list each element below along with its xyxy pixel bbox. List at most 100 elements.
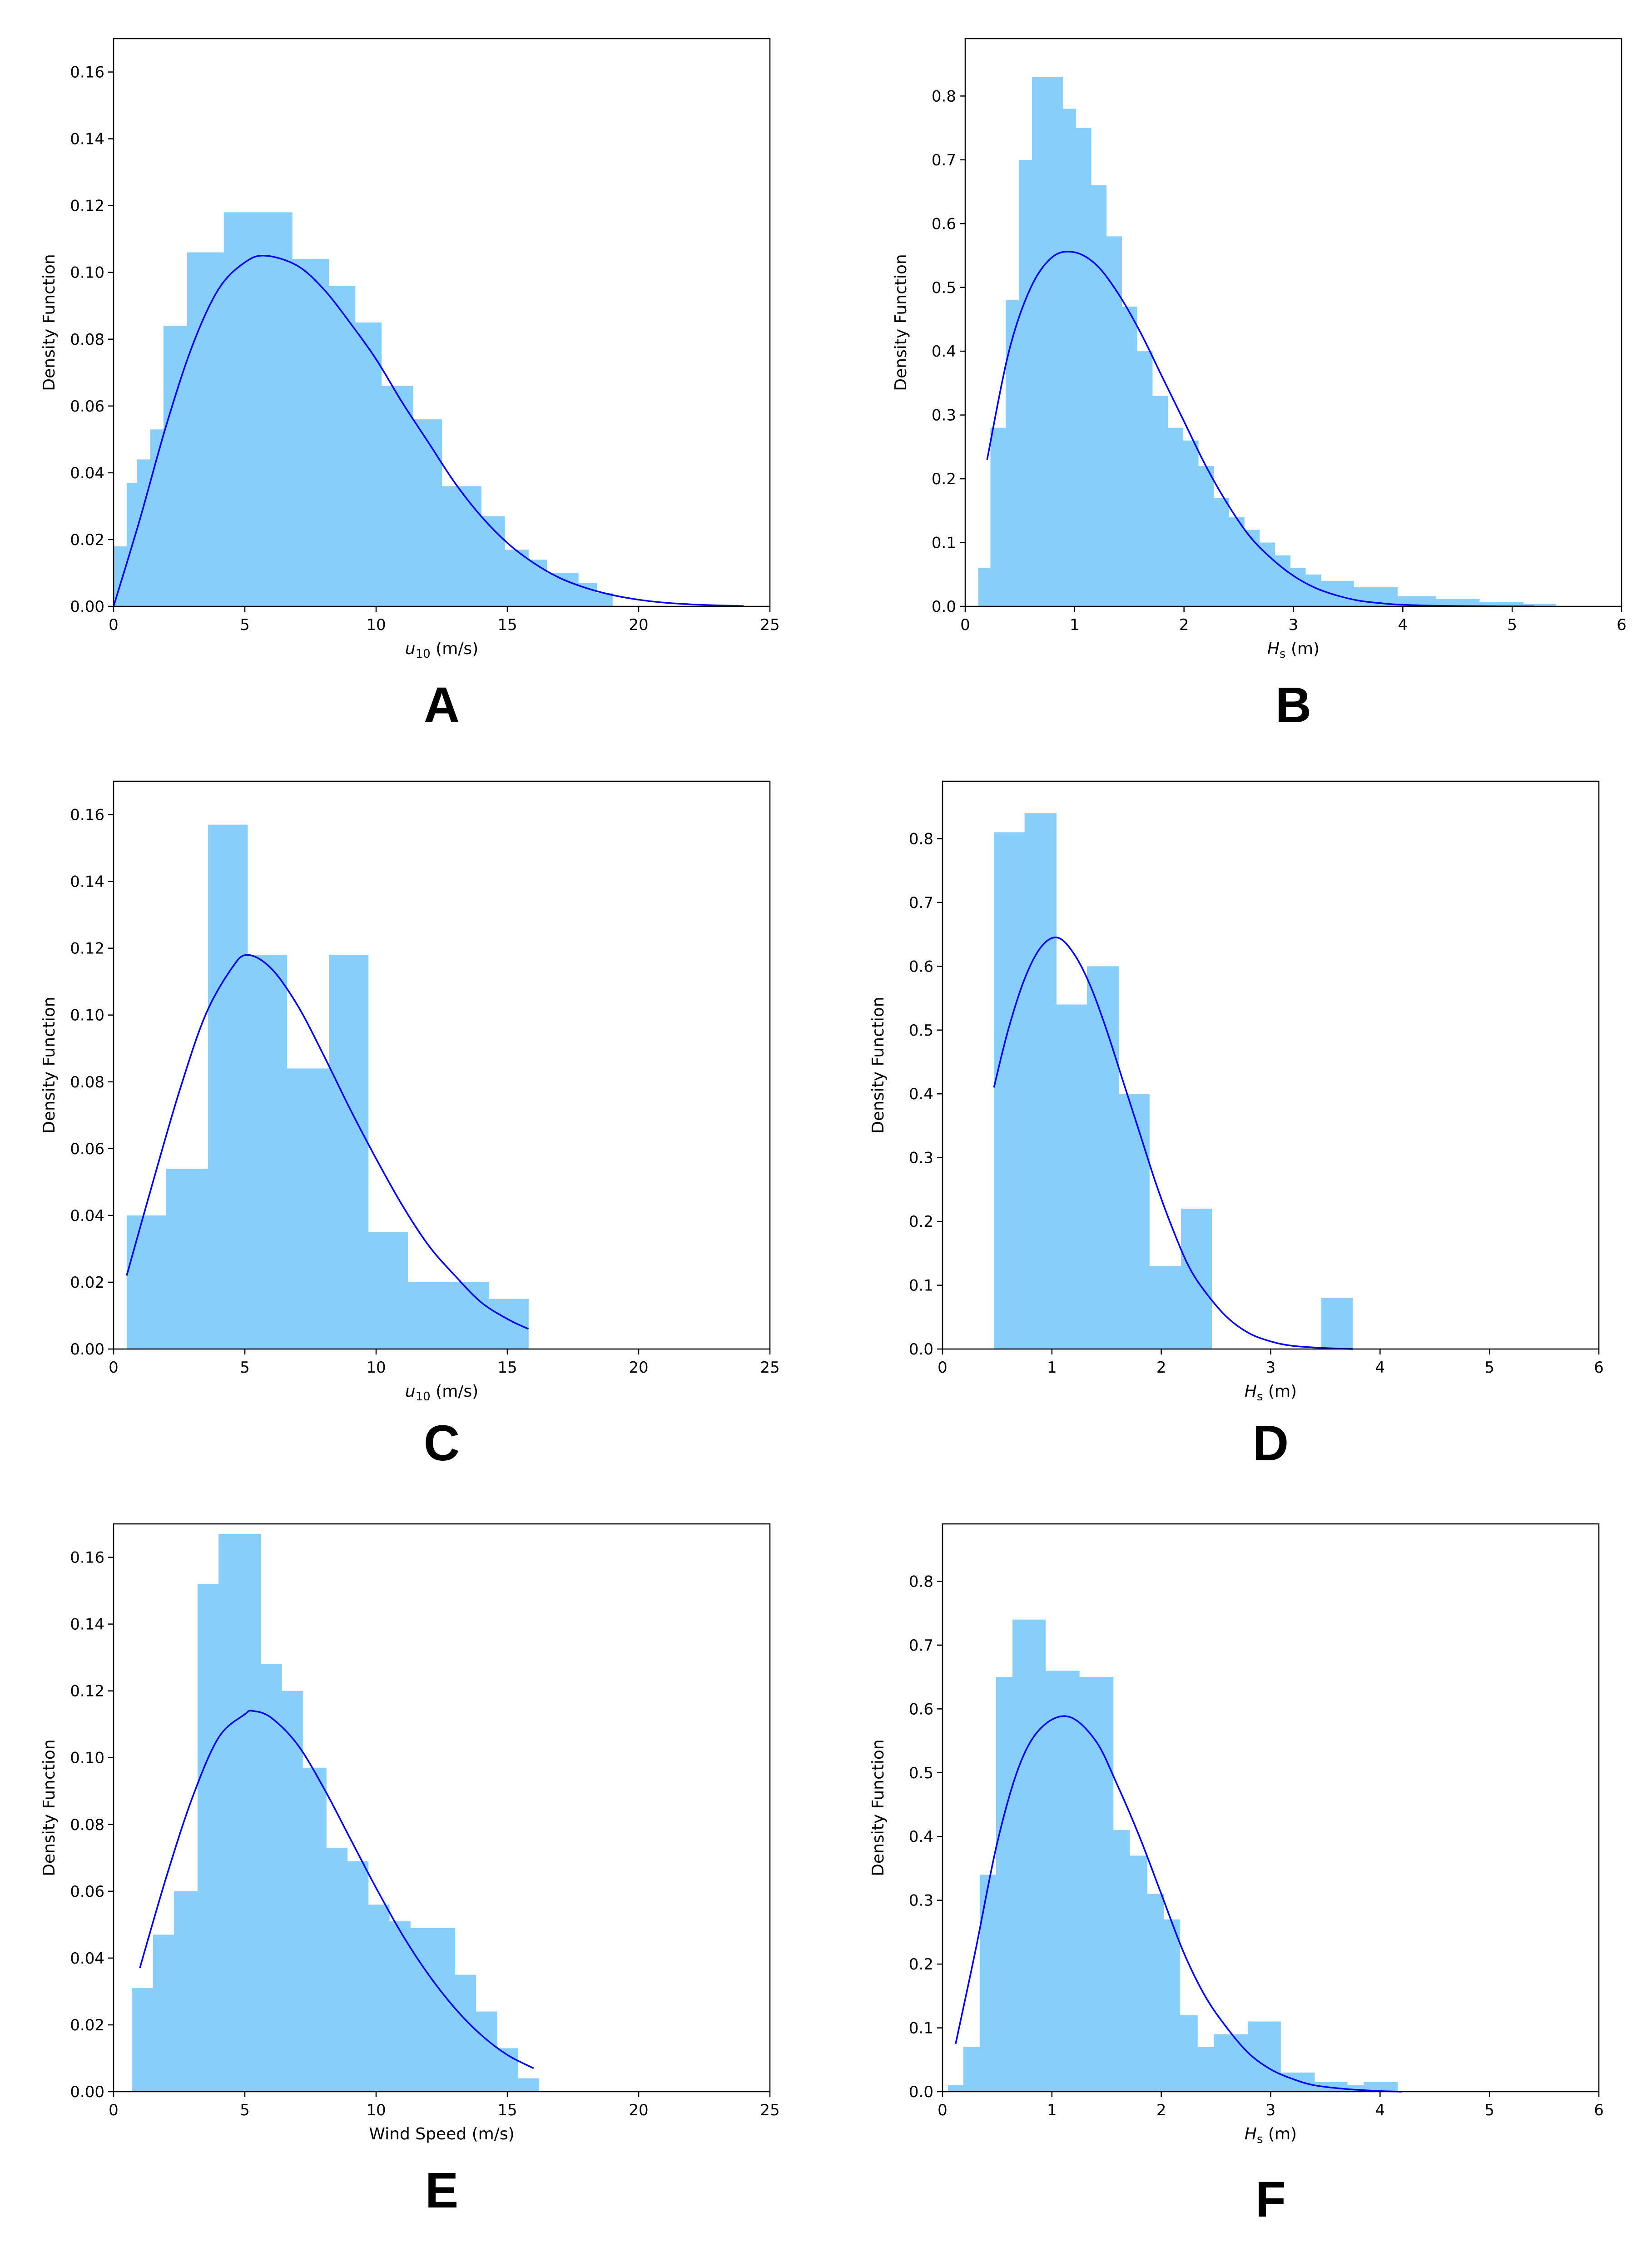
density-curve (986, 251, 1534, 607)
x-axis-label: u10 (m/s) (405, 1382, 478, 1404)
y-tick-label: 0.16 (70, 64, 104, 82)
histogram-bar (1137, 351, 1153, 606)
histogram-bar (1079, 1677, 1114, 2092)
x-tick-label: 20 (629, 2101, 648, 2119)
histogram-bar (449, 1282, 490, 1349)
x-tick-label: 5 (240, 2101, 250, 2119)
y-tick-label: 0.00 (70, 598, 104, 616)
x-tick-label: 2 (1156, 2101, 1166, 2119)
histogram-bar (1435, 599, 1480, 606)
x-tick-label: 0 (109, 2101, 119, 2119)
x-tick-label: 25 (760, 616, 779, 634)
y-axis-label: Density Function (40, 254, 59, 391)
x-tick-label: 0 (938, 2101, 948, 2119)
y-tick-label: 0.2 (909, 1955, 933, 1974)
y-axis-label: Density Function (869, 997, 888, 1133)
y-tick-label: 0.3 (932, 407, 956, 425)
histogram-bars (978, 77, 1557, 607)
x-tick-label: 5 (240, 616, 250, 634)
panel-letter: D (1253, 1415, 1289, 1471)
x-tick-label: 10 (366, 616, 386, 634)
histogram-bar (1305, 574, 1321, 606)
histogram-bar (208, 824, 248, 1349)
panel-letter: A (424, 677, 460, 733)
y-tick-label: 0.14 (70, 1616, 104, 1634)
histogram-bar (1214, 2034, 1230, 2092)
histogram-bar (1336, 580, 1354, 606)
histogram-bar (1019, 159, 1032, 606)
histogram-bar (1121, 306, 1137, 606)
histogram-bar (381, 386, 413, 606)
y-tick-label: 0.3 (909, 1149, 933, 1167)
density-curve (113, 254, 744, 607)
histogram-bar (442, 486, 481, 606)
y-tick-label: 0.08 (70, 1816, 104, 1834)
histogram-bar (1244, 530, 1260, 606)
panel-letter: F (1255, 2172, 1286, 2227)
histogram-bar (528, 560, 547, 606)
y-tick-label: 0.04 (70, 1949, 104, 1968)
histogram-bar (218, 1534, 261, 2092)
histogram-bar (132, 1988, 154, 2092)
histogram-bar (979, 1875, 997, 2092)
histogram-bar (505, 550, 529, 606)
y-tick-label: 0.12 (70, 1682, 104, 1701)
density-curve (126, 954, 529, 1330)
x-tick-label: 10 (366, 1359, 386, 1377)
histogram-bar (137, 459, 151, 606)
histogram-bar (389, 1921, 411, 2092)
histogram-bar (1259, 542, 1275, 606)
histogram-bar (153, 1935, 174, 2092)
y-tick-label: 0.5 (909, 1764, 933, 1782)
x-tick-label: 1 (1047, 2101, 1057, 2119)
y-tick-label: 0.7 (909, 1637, 933, 1655)
x-tick-label: 1 (1047, 1359, 1057, 1377)
y-tick-label: 0.5 (932, 279, 956, 297)
y-axis-label: Density Function (869, 1739, 888, 1876)
y-tick-label: 0.8 (909, 1572, 933, 1591)
x-tick-label: 6 (1594, 2101, 1604, 2119)
y-axis-label: Density Function (40, 1739, 59, 1876)
y-tick-label: 0.4 (909, 1085, 933, 1103)
y-tick-label: 0.6 (909, 1700, 933, 1718)
histogram-bar (287, 1068, 329, 1349)
histogram-bar (368, 1905, 390, 2092)
y-tick-label: 0.04 (70, 1207, 104, 1225)
histogram-bar (355, 322, 382, 606)
x-tick-label: 5 (240, 1359, 250, 1377)
x-tick-label: 20 (629, 1359, 648, 1377)
histogram-bar (948, 2085, 964, 2092)
y-tick-label: 0.3 (909, 1892, 933, 1910)
density-curve (955, 1715, 1402, 2093)
histogram-bar (1062, 109, 1076, 606)
histogram-bar (223, 212, 293, 607)
histogram-bar (328, 955, 369, 1349)
x-tick-label: 6 (1617, 616, 1627, 634)
histogram-bar (1006, 300, 1019, 606)
x-tick-label: 3 (1266, 2101, 1276, 2119)
histogram-bar (489, 1299, 529, 1349)
density-curve (993, 936, 1353, 1350)
y-tick-label: 0.12 (70, 940, 104, 958)
histogram-bars (132, 1534, 539, 2092)
histogram-bar (996, 1677, 1013, 2092)
y-tick-label: 0.0 (909, 1340, 933, 1359)
histogram-bar (1076, 128, 1091, 607)
histogram-bar (1183, 440, 1199, 606)
histogram-bar (1397, 596, 1436, 606)
y-tick-label: 0.08 (70, 1073, 104, 1091)
histogram-bar (1523, 604, 1557, 606)
histogram-bar (347, 1861, 369, 2092)
panel-letter: B (1275, 677, 1311, 733)
x-tick-label: 5 (1484, 2101, 1494, 2119)
histogram-bar (1045, 1671, 1080, 2092)
y-tick-label: 0.1 (909, 1277, 933, 1295)
histogram-bar (994, 832, 1025, 1349)
y-tick-label: 0.00 (70, 1340, 104, 1359)
y-tick-label: 0.10 (70, 264, 104, 282)
y-tick-label: 0.14 (70, 130, 104, 149)
histogram-bar (1198, 466, 1214, 606)
histogram-bar (1229, 517, 1245, 606)
x-tick-label: 15 (497, 2101, 517, 2119)
histogram-bar (1012, 1619, 1046, 2092)
